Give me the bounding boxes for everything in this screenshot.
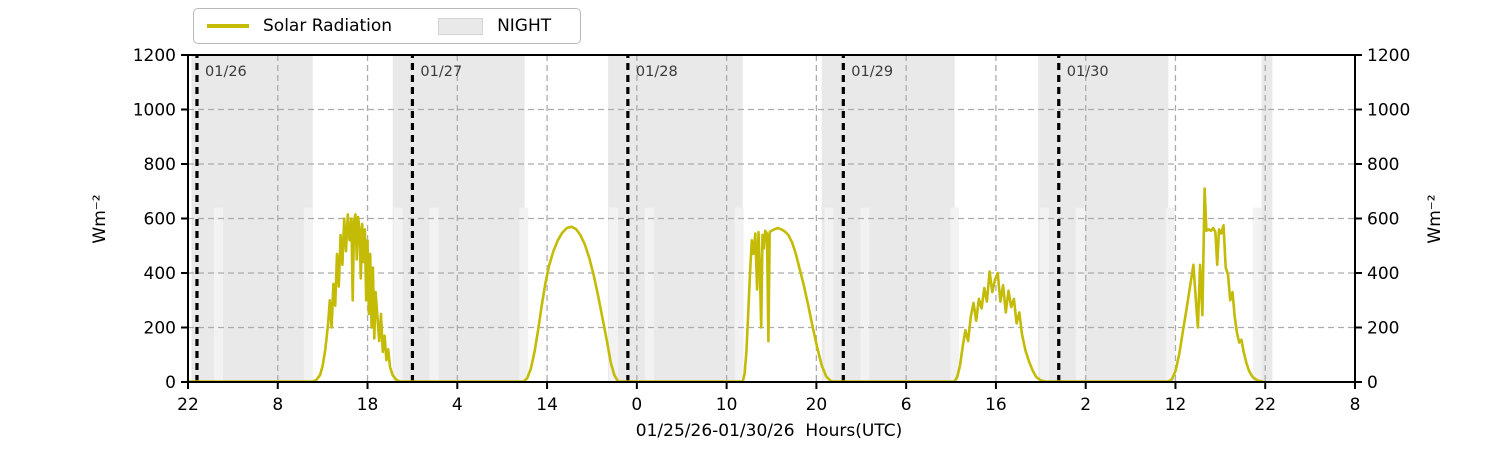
twilight-strip bbox=[214, 207, 223, 382]
y-tick-label-left: 0 bbox=[165, 373, 176, 393]
legend: Solar Radiation NIGHT bbox=[193, 8, 581, 44]
twilight-strip bbox=[734, 207, 744, 382]
x-tick-label: 0 bbox=[631, 395, 642, 415]
twilight-strip bbox=[393, 207, 403, 382]
twilight-strip bbox=[1039, 207, 1049, 382]
y-tick-label-right: 1000 bbox=[1367, 101, 1410, 121]
y-tick-label-left: 400 bbox=[144, 264, 176, 284]
twilight-strip bbox=[519, 207, 529, 382]
x-tick-label: 6 bbox=[901, 395, 912, 415]
x-tick-label: 22 bbox=[1254, 395, 1276, 415]
night-band bbox=[1261, 55, 1273, 382]
x-tick-label: 20 bbox=[806, 395, 828, 415]
x-tick-label: 2 bbox=[1080, 395, 1091, 415]
x-tick-label: 8 bbox=[272, 395, 283, 415]
twilight-strip bbox=[1165, 207, 1175, 382]
y-tick-label-right: 1200 bbox=[1367, 46, 1410, 66]
y-tick-label-left: 800 bbox=[144, 155, 176, 175]
solar-radiation-line bbox=[186, 187, 1264, 383]
legend-solar-label: Solar Radiation bbox=[263, 16, 393, 36]
x-tick-label: 10 bbox=[716, 395, 738, 415]
x-tick-label: 18 bbox=[357, 395, 379, 415]
twilight-strip bbox=[950, 207, 960, 382]
y-tick-label-left: 1000 bbox=[133, 101, 176, 121]
day-label: 01/29 bbox=[851, 64, 893, 80]
y-tick-label-left: 200 bbox=[144, 319, 176, 339]
y-axis-label-left: Wm⁻² bbox=[90, 194, 110, 244]
y-tick-label-right: 0 bbox=[1367, 373, 1378, 393]
x-axis-label: 01/25/26-01/30/26 Hours(UTC) bbox=[635, 421, 903, 441]
x-tick-label: 16 bbox=[985, 395, 1007, 415]
y-tick-label-left: 1200 bbox=[133, 46, 176, 66]
y-tick-label-right: 800 bbox=[1367, 155, 1399, 175]
day-label: 01/28 bbox=[636, 64, 678, 80]
day-label: 01/27 bbox=[420, 64, 462, 80]
x-tick-label: 8 bbox=[1350, 395, 1361, 415]
twilight-strip bbox=[1075, 207, 1085, 382]
night-patch-swatch-icon bbox=[438, 17, 484, 35]
twilight-strip bbox=[1252, 207, 1262, 382]
twilight-strip bbox=[824, 207, 834, 382]
y-tick-label-left: 600 bbox=[144, 210, 176, 230]
y-tick-label-right: 600 bbox=[1367, 210, 1399, 230]
y-tick-label-right: 400 bbox=[1367, 264, 1399, 284]
twilight-strip bbox=[609, 207, 618, 382]
legend-night-label: NIGHT bbox=[497, 16, 552, 36]
day-label: 01/30 bbox=[1067, 64, 1109, 80]
y-tick-label-right: 200 bbox=[1367, 319, 1399, 339]
x-tick-label: 14 bbox=[536, 395, 558, 415]
twilight-strip bbox=[644, 207, 654, 382]
x-tick-label: 22 bbox=[177, 395, 199, 415]
twilight-strip bbox=[860, 207, 870, 382]
twilight-strip bbox=[429, 207, 439, 382]
twilight-strip bbox=[303, 207, 313, 382]
x-tick-label: 4 bbox=[452, 395, 463, 415]
day-label: 01/26 bbox=[205, 64, 247, 80]
y-axis-label-right: Wm⁻² bbox=[1425, 194, 1445, 244]
solar-radiation-line-swatch-icon bbox=[207, 24, 249, 28]
x-tick-label: 12 bbox=[1165, 395, 1187, 415]
